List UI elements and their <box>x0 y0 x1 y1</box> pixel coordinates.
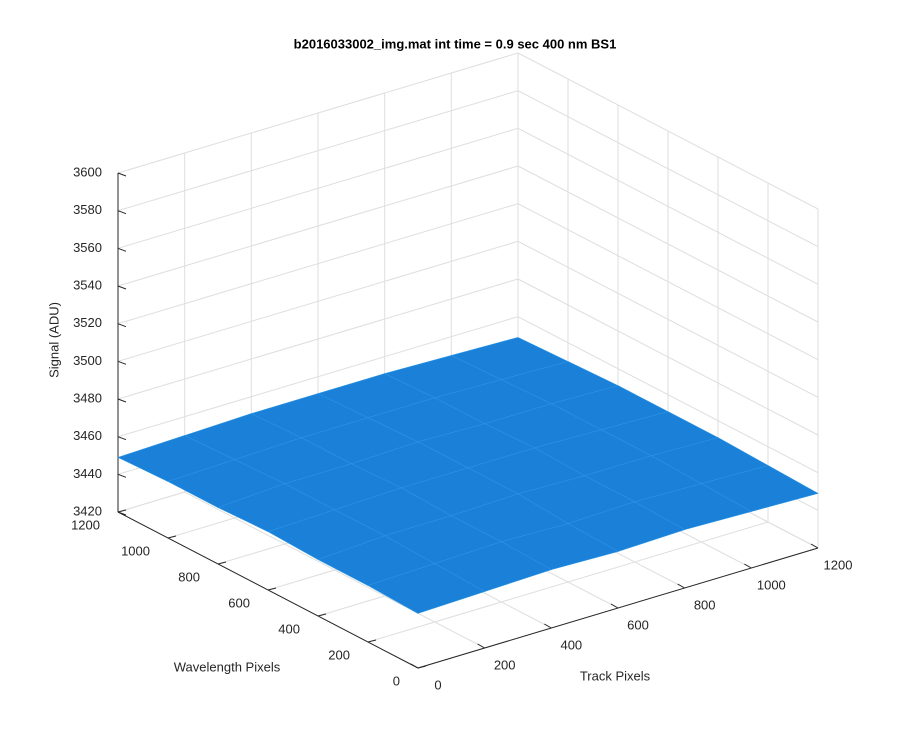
z-tick <box>117 436 127 441</box>
y-tick-label: 0 <box>393 673 400 688</box>
grid-line <box>517 278 819 436</box>
x-tick <box>810 543 819 549</box>
z-tick <box>117 511 127 516</box>
y-tick-label: 200 <box>328 647 350 662</box>
y-tick <box>267 587 277 591</box>
grid-line <box>517 165 819 323</box>
z-axis-label: Signal (ADU) <box>46 302 61 378</box>
x-tick <box>744 563 752 569</box>
z-tick <box>117 473 127 478</box>
x-tick <box>410 663 419 669</box>
x-tick-label: 200 <box>494 657 516 672</box>
chart-title: b2016033002_img.mat int time = 0.9 sec 4… <box>294 36 617 51</box>
x-tick-label: 800 <box>694 597 716 612</box>
y-tick-label: 1000 <box>121 543 150 558</box>
y-tick <box>117 509 127 513</box>
z-tick-label: 3500 <box>73 353 102 368</box>
grid-line <box>117 278 519 400</box>
z-tick-label: 3480 <box>73 390 102 405</box>
grid-line <box>117 203 519 325</box>
grid-line <box>517 52 819 210</box>
z-tick-label: 3600 <box>73 164 102 179</box>
y-tick <box>367 639 377 643</box>
y-tick-label: 1200 <box>71 517 100 532</box>
grid-line <box>117 240 519 362</box>
z-tick <box>117 210 127 215</box>
z-tick-label: 3540 <box>73 277 102 292</box>
z-tick-label: 3520 <box>73 315 102 330</box>
grid-line <box>367 521 769 643</box>
grid-line <box>117 90 519 212</box>
x-axis-label: Track Pixels <box>580 668 651 683</box>
z-tick <box>117 323 127 328</box>
z-tick-label: 3460 <box>73 428 102 443</box>
z-tick <box>117 172 127 177</box>
x-tick <box>677 583 685 589</box>
y-tick-label: 800 <box>178 569 200 584</box>
z-tick <box>117 398 127 403</box>
grid-line <box>517 240 819 398</box>
x-tick-label: 1000 <box>757 577 786 592</box>
grid-line <box>517 316 819 474</box>
z-tick-label: 3420 <box>73 503 102 518</box>
grid-line <box>117 316 519 438</box>
x-tick-label: 1200 <box>824 557 853 572</box>
y-tick <box>167 535 177 539</box>
grid-line <box>117 165 519 287</box>
grid-line <box>117 127 519 249</box>
x-tick-label: 600 <box>627 617 649 632</box>
z-tick <box>117 285 127 290</box>
surface-patch <box>367 563 486 614</box>
y-tick-label: 600 <box>228 595 250 610</box>
z-tick <box>117 247 127 252</box>
z-tick-label: 3580 <box>73 202 102 217</box>
x-tick <box>610 603 619 609</box>
y-tick <box>217 561 227 565</box>
grid-line <box>117 52 519 174</box>
z-tick <box>117 360 127 365</box>
y-tick <box>417 665 427 669</box>
x-tick <box>544 623 552 629</box>
grid-line <box>517 127 819 285</box>
grid-line <box>517 203 819 361</box>
y-tick-label: 400 <box>278 621 300 636</box>
z-tick-label: 3560 <box>73 240 102 255</box>
z-tick-label: 3440 <box>73 466 102 481</box>
y-axis-label: Wavelength Pixels <box>174 659 281 674</box>
x-tick-label: 400 <box>560 637 582 652</box>
grid-line <box>517 90 819 248</box>
x-tick-label: 0 <box>434 677 441 692</box>
x-tick <box>477 643 485 649</box>
y-tick <box>317 613 327 617</box>
